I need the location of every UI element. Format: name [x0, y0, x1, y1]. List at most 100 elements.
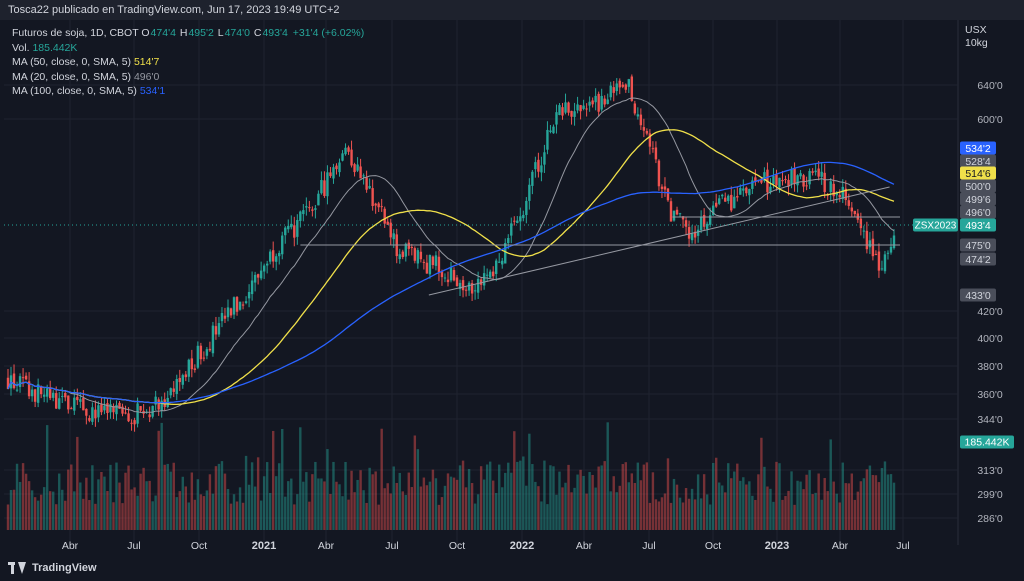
volume-bar — [356, 479, 359, 530]
candle-body — [853, 210, 857, 215]
price-marker: 496'0 — [960, 205, 996, 219]
volume-bar — [642, 464, 646, 530]
candle-body — [633, 103, 637, 114]
candle-body — [461, 280, 465, 291]
price-marker-label: 475'0 — [965, 240, 991, 252]
volume-bar — [597, 466, 600, 530]
price-axis[interactable]: 640'0 600'0 420'0 400'0 380'0 360'0 344'0 313'0… — [977, 80, 1003, 525]
volume-bar — [386, 483, 389, 530]
open-value: 474'4 — [150, 27, 176, 39]
volume-bar — [561, 487, 564, 530]
candle-body — [275, 256, 278, 262]
volume-bar — [877, 482, 881, 530]
candle-body — [205, 349, 209, 356]
volume-bar — [766, 486, 769, 530]
volume-bar — [648, 502, 652, 530]
volume-bar — [461, 460, 465, 530]
candle-body — [79, 399, 82, 402]
volume-bar — [654, 499, 658, 530]
candle-body — [223, 315, 227, 319]
volume-bar — [519, 460, 522, 530]
volume-bar — [281, 428, 284, 530]
candle-body — [886, 252, 890, 254]
volume-bar — [886, 474, 890, 530]
volume-bar — [271, 430, 275, 530]
candle-body — [612, 87, 615, 93]
volume-bar — [621, 464, 624, 530]
volume-bar — [317, 478, 320, 530]
volume-bar — [232, 494, 236, 530]
candle-body — [558, 105, 561, 115]
candle-body — [338, 162, 341, 173]
candle-body — [70, 408, 73, 410]
volume-bar — [702, 474, 706, 530]
candle-body — [347, 147, 350, 152]
volume-bar — [112, 502, 115, 530]
candle-body — [775, 174, 778, 186]
volume-bar — [482, 479, 486, 530]
candle-body — [877, 251, 881, 271]
candle-body — [862, 230, 866, 232]
volume-bar — [136, 495, 139, 530]
candle-body — [781, 180, 784, 182]
candle-body — [790, 168, 793, 185]
volume-bar — [275, 476, 278, 530]
candle-body — [609, 85, 612, 98]
candle-body — [127, 413, 130, 422]
candle-body — [419, 251, 423, 260]
volume-bar — [537, 486, 540, 530]
candle-body — [190, 358, 194, 370]
candle-body — [256, 274, 260, 278]
volume-bar — [449, 476, 453, 530]
candle-body — [618, 80, 621, 88]
candle-body — [52, 392, 55, 398]
volume-bar — [724, 492, 727, 530]
tradingview-logo[interactable]: TradingView — [8, 562, 97, 574]
volume-bar — [428, 481, 432, 530]
candle-body — [268, 251, 272, 262]
price-tick-label: 600'0 — [977, 114, 1003, 126]
candle-body — [428, 255, 432, 275]
candle-body — [299, 211, 302, 221]
time-axis[interactable]: Abr Jul Oct 2021 Abr Jul Oct 2022 Abr Jul Oct 2023 A… — [62, 540, 910, 552]
volume-bar — [377, 504, 380, 530]
candle-body — [519, 216, 522, 222]
candle-body — [576, 104, 579, 111]
volume-bar — [603, 461, 606, 530]
candle-body — [543, 152, 546, 165]
volume-bar — [727, 463, 730, 530]
volume-bar — [175, 497, 178, 530]
volume-bar — [55, 504, 58, 530]
volume-bar — [579, 469, 582, 530]
price-marker: 475'0 — [960, 238, 996, 252]
candle-body — [491, 271, 495, 277]
candle-body — [823, 172, 826, 193]
candle-body — [45, 388, 49, 397]
candle-body — [651, 148, 655, 150]
candle-body — [847, 200, 850, 206]
candle-body — [290, 223, 293, 228]
volume-bar — [751, 495, 754, 530]
candle-body — [383, 208, 386, 224]
candle-body — [730, 194, 733, 211]
candle-body — [733, 196, 736, 209]
candle-body — [507, 238, 510, 244]
volume-bar — [302, 481, 305, 530]
volume-bar — [775, 461, 778, 530]
candle-body — [591, 100, 594, 105]
volume-bar — [736, 463, 739, 530]
volume-bar — [145, 481, 148, 530]
time-tick-label: Oct — [449, 540, 465, 552]
candle-body — [284, 227, 287, 236]
volume-bar — [235, 501, 239, 530]
candle-body — [15, 389, 19, 391]
candle-body — [802, 175, 805, 187]
candle-body — [522, 214, 525, 219]
volume-bar — [52, 491, 55, 530]
candle-body — [760, 178, 763, 183]
trendline — [428, 186, 890, 296]
legend-volume-row: Vol. 185.442K — [12, 41, 365, 56]
price-marker-label: 528'4 — [965, 156, 991, 168]
